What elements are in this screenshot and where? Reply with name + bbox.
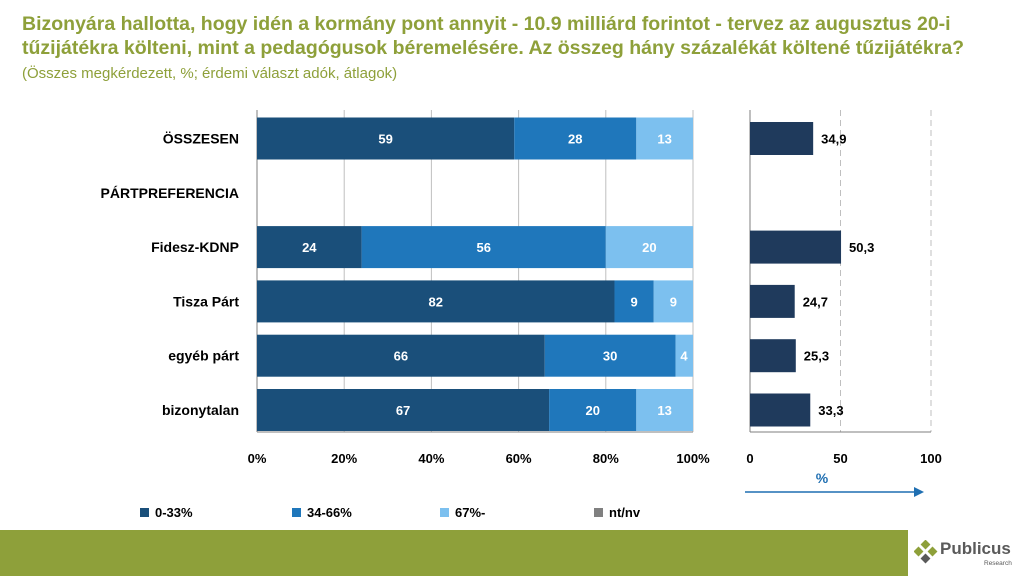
data-label: 82 — [429, 294, 443, 309]
data-label: 25,3 — [804, 349, 829, 364]
footer-bar: Publicus Research — [0, 530, 1024, 576]
data-label: 30 — [603, 349, 617, 364]
chart-area: ÖSSZESEN PÁRTPREFERENCIA Fidesz-KDNP Tisza … — [101, 110, 942, 520]
category-label: egyéb párt — [168, 348, 239, 364]
category-label: ÖSSZESEN — [163, 131, 239, 147]
average-bar — [750, 230, 842, 264]
legend-swatch — [292, 508, 301, 517]
category-label: PÁRTPREFERENCIA — [101, 185, 239, 201]
data-label: 34,9 — [821, 132, 846, 147]
bar-segment — [257, 334, 545, 377]
bar-segment — [614, 280, 654, 323]
bar-segment — [257, 117, 515, 160]
x-tick-label: 0% — [248, 451, 267, 466]
x-tick-label: 20% — [331, 451, 357, 466]
bar-segment — [675, 334, 693, 377]
x-tick-label: 80% — [593, 451, 619, 466]
bar-segment — [257, 226, 362, 269]
legend-label: 34-66% — [307, 505, 352, 520]
average-bar — [750, 284, 795, 318]
axis-arrow-head — [914, 487, 924, 497]
data-label: 4 — [680, 349, 688, 364]
chart-title-main: Bizonyára hallotta, hogy idén a kormány … — [22, 13, 965, 59]
bar-segment — [636, 117, 693, 160]
legend-label: 0-33% — [155, 505, 193, 520]
x-tick-label: 100 — [920, 451, 942, 466]
category-label: bizonytalan — [162, 402, 239, 418]
legend-label: nt/nv — [609, 505, 641, 520]
bar-segment — [361, 226, 606, 269]
legend-label: 67%- — [455, 505, 485, 520]
data-label: 24,7 — [803, 294, 828, 309]
logo-name: Publicus — [940, 539, 1011, 558]
data-label: 59 — [378, 132, 392, 147]
data-label: 9 — [631, 294, 638, 309]
data-label: 13 — [657, 132, 671, 147]
data-label: 33,3 — [818, 403, 843, 418]
bar-segment — [544, 334, 676, 377]
data-label: 67 — [396, 403, 410, 418]
data-label: 24 — [302, 240, 317, 255]
legend-swatch — [440, 508, 449, 517]
bar-segment — [514, 117, 637, 160]
data-label: 20 — [642, 240, 656, 255]
data-label: 56 — [476, 240, 490, 255]
data-label: 28 — [568, 132, 582, 147]
x-tick-label: 100% — [676, 451, 710, 466]
bar-segment — [605, 226, 693, 269]
x-tick-label: 0 — [746, 451, 753, 466]
publicus-logo-icon — [914, 540, 938, 564]
logo-sub: Research — [984, 560, 1012, 567]
legend-swatch — [140, 508, 149, 517]
bar-segment — [549, 389, 637, 431]
legend-swatch — [594, 508, 603, 517]
category-label: Tisza Párt — [173, 293, 239, 309]
average-bar — [750, 393, 811, 427]
data-label: 66 — [394, 349, 408, 364]
chart-title-sub: (Összes megkérdezett, %; érdemi választ … — [22, 65, 398, 82]
x-tick-label: 50 — [833, 451, 847, 466]
x-tick-label: 40% — [418, 451, 444, 466]
chart-title: Bizonyára hallotta, hogy idén a kormány … — [22, 12, 982, 86]
data-label: 20 — [585, 403, 599, 418]
bar-segment — [636, 389, 693, 431]
data-label: 9 — [670, 294, 677, 309]
average-bar — [750, 122, 814, 155]
category-label: Fidesz-KDNP — [151, 239, 239, 255]
average-bar — [750, 339, 796, 373]
x-tick-label: 60% — [506, 451, 532, 466]
bar-segment — [257, 280, 615, 323]
x-axis-label: % — [816, 470, 829, 486]
bar-segment — [653, 280, 693, 323]
data-label: 13 — [657, 403, 671, 418]
data-label: 50,3 — [849, 240, 874, 255]
publicus-logo: Publicus Research — [908, 530, 1024, 576]
bar-segment — [257, 389, 550, 431]
